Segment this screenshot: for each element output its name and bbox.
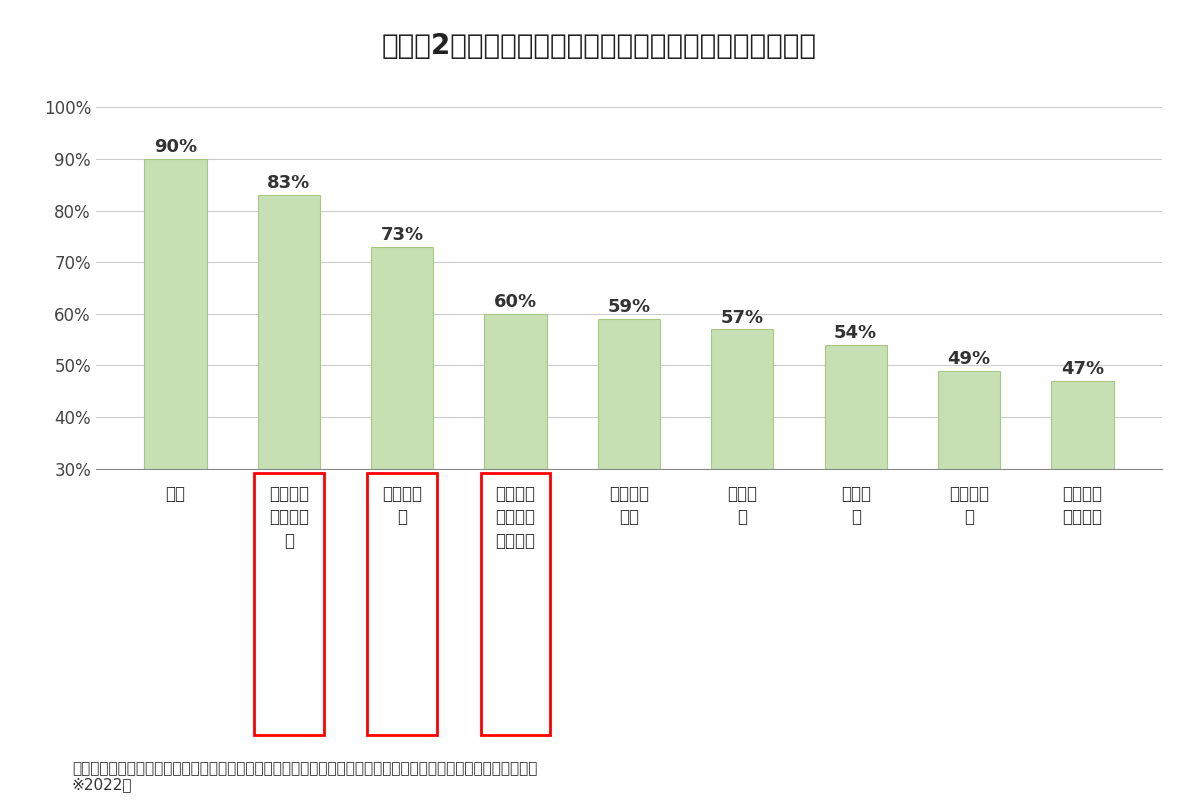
- Text: 最寄り駅
からの時
間: 最寄り駅 からの時 間: [268, 485, 309, 550]
- Bar: [938, 371, 1000, 624]
- Text: 通勤アク
セスの良
いエリア: 通勤アク セスの良 いエリア: [496, 485, 536, 550]
- Bar: [371, 246, 434, 624]
- Text: 49%: 49%: [948, 350, 991, 368]
- Bar: [144, 159, 207, 624]
- Text: 生活環
境: 生活環 境: [727, 485, 757, 526]
- Text: 83%: 83%: [267, 175, 310, 192]
- Text: ※2022年: ※2022年: [72, 776, 133, 792]
- Text: 47%: 47%: [1061, 360, 1105, 378]
- Text: 90%: 90%: [153, 138, 196, 156]
- Bar: [824, 345, 887, 624]
- Text: （出所）リクルート住まいカンパニー「首都圏新築マンション契約者動向調査」をもとにニッセイ基礎研究所作成: （出所）リクルート住まいカンパニー「首都圏新築マンション契約者動向調査」をもとに…: [72, 760, 537, 776]
- Bar: [712, 330, 774, 624]
- Bar: [598, 319, 660, 624]
- Text: 住戸の設
備・仕様: 住戸の設 備・仕様: [1063, 485, 1102, 526]
- Text: 価格: 価格: [165, 485, 186, 503]
- Text: 57%: 57%: [721, 309, 764, 326]
- Text: 住戸の広
さ: 住戸の広 さ: [382, 485, 422, 526]
- Text: 60%: 60%: [494, 293, 537, 311]
- Text: 図表－2　物件を検討する上で重視した項目（上位項目）: 図表－2 物件を検討する上で重視した項目（上位項目）: [381, 32, 817, 61]
- Text: 周辺環
境: 周辺環 境: [841, 485, 871, 526]
- Text: 73%: 73%: [381, 226, 424, 244]
- Bar: [484, 314, 546, 624]
- Text: 59%: 59%: [607, 298, 651, 317]
- Bar: [1051, 381, 1114, 624]
- Text: 間取りプ
ラン: 間取りプ ラン: [609, 485, 649, 526]
- Bar: [258, 195, 320, 624]
- Text: 住戸の向
き: 住戸の向 き: [949, 485, 990, 526]
- Text: 54%: 54%: [834, 324, 877, 342]
